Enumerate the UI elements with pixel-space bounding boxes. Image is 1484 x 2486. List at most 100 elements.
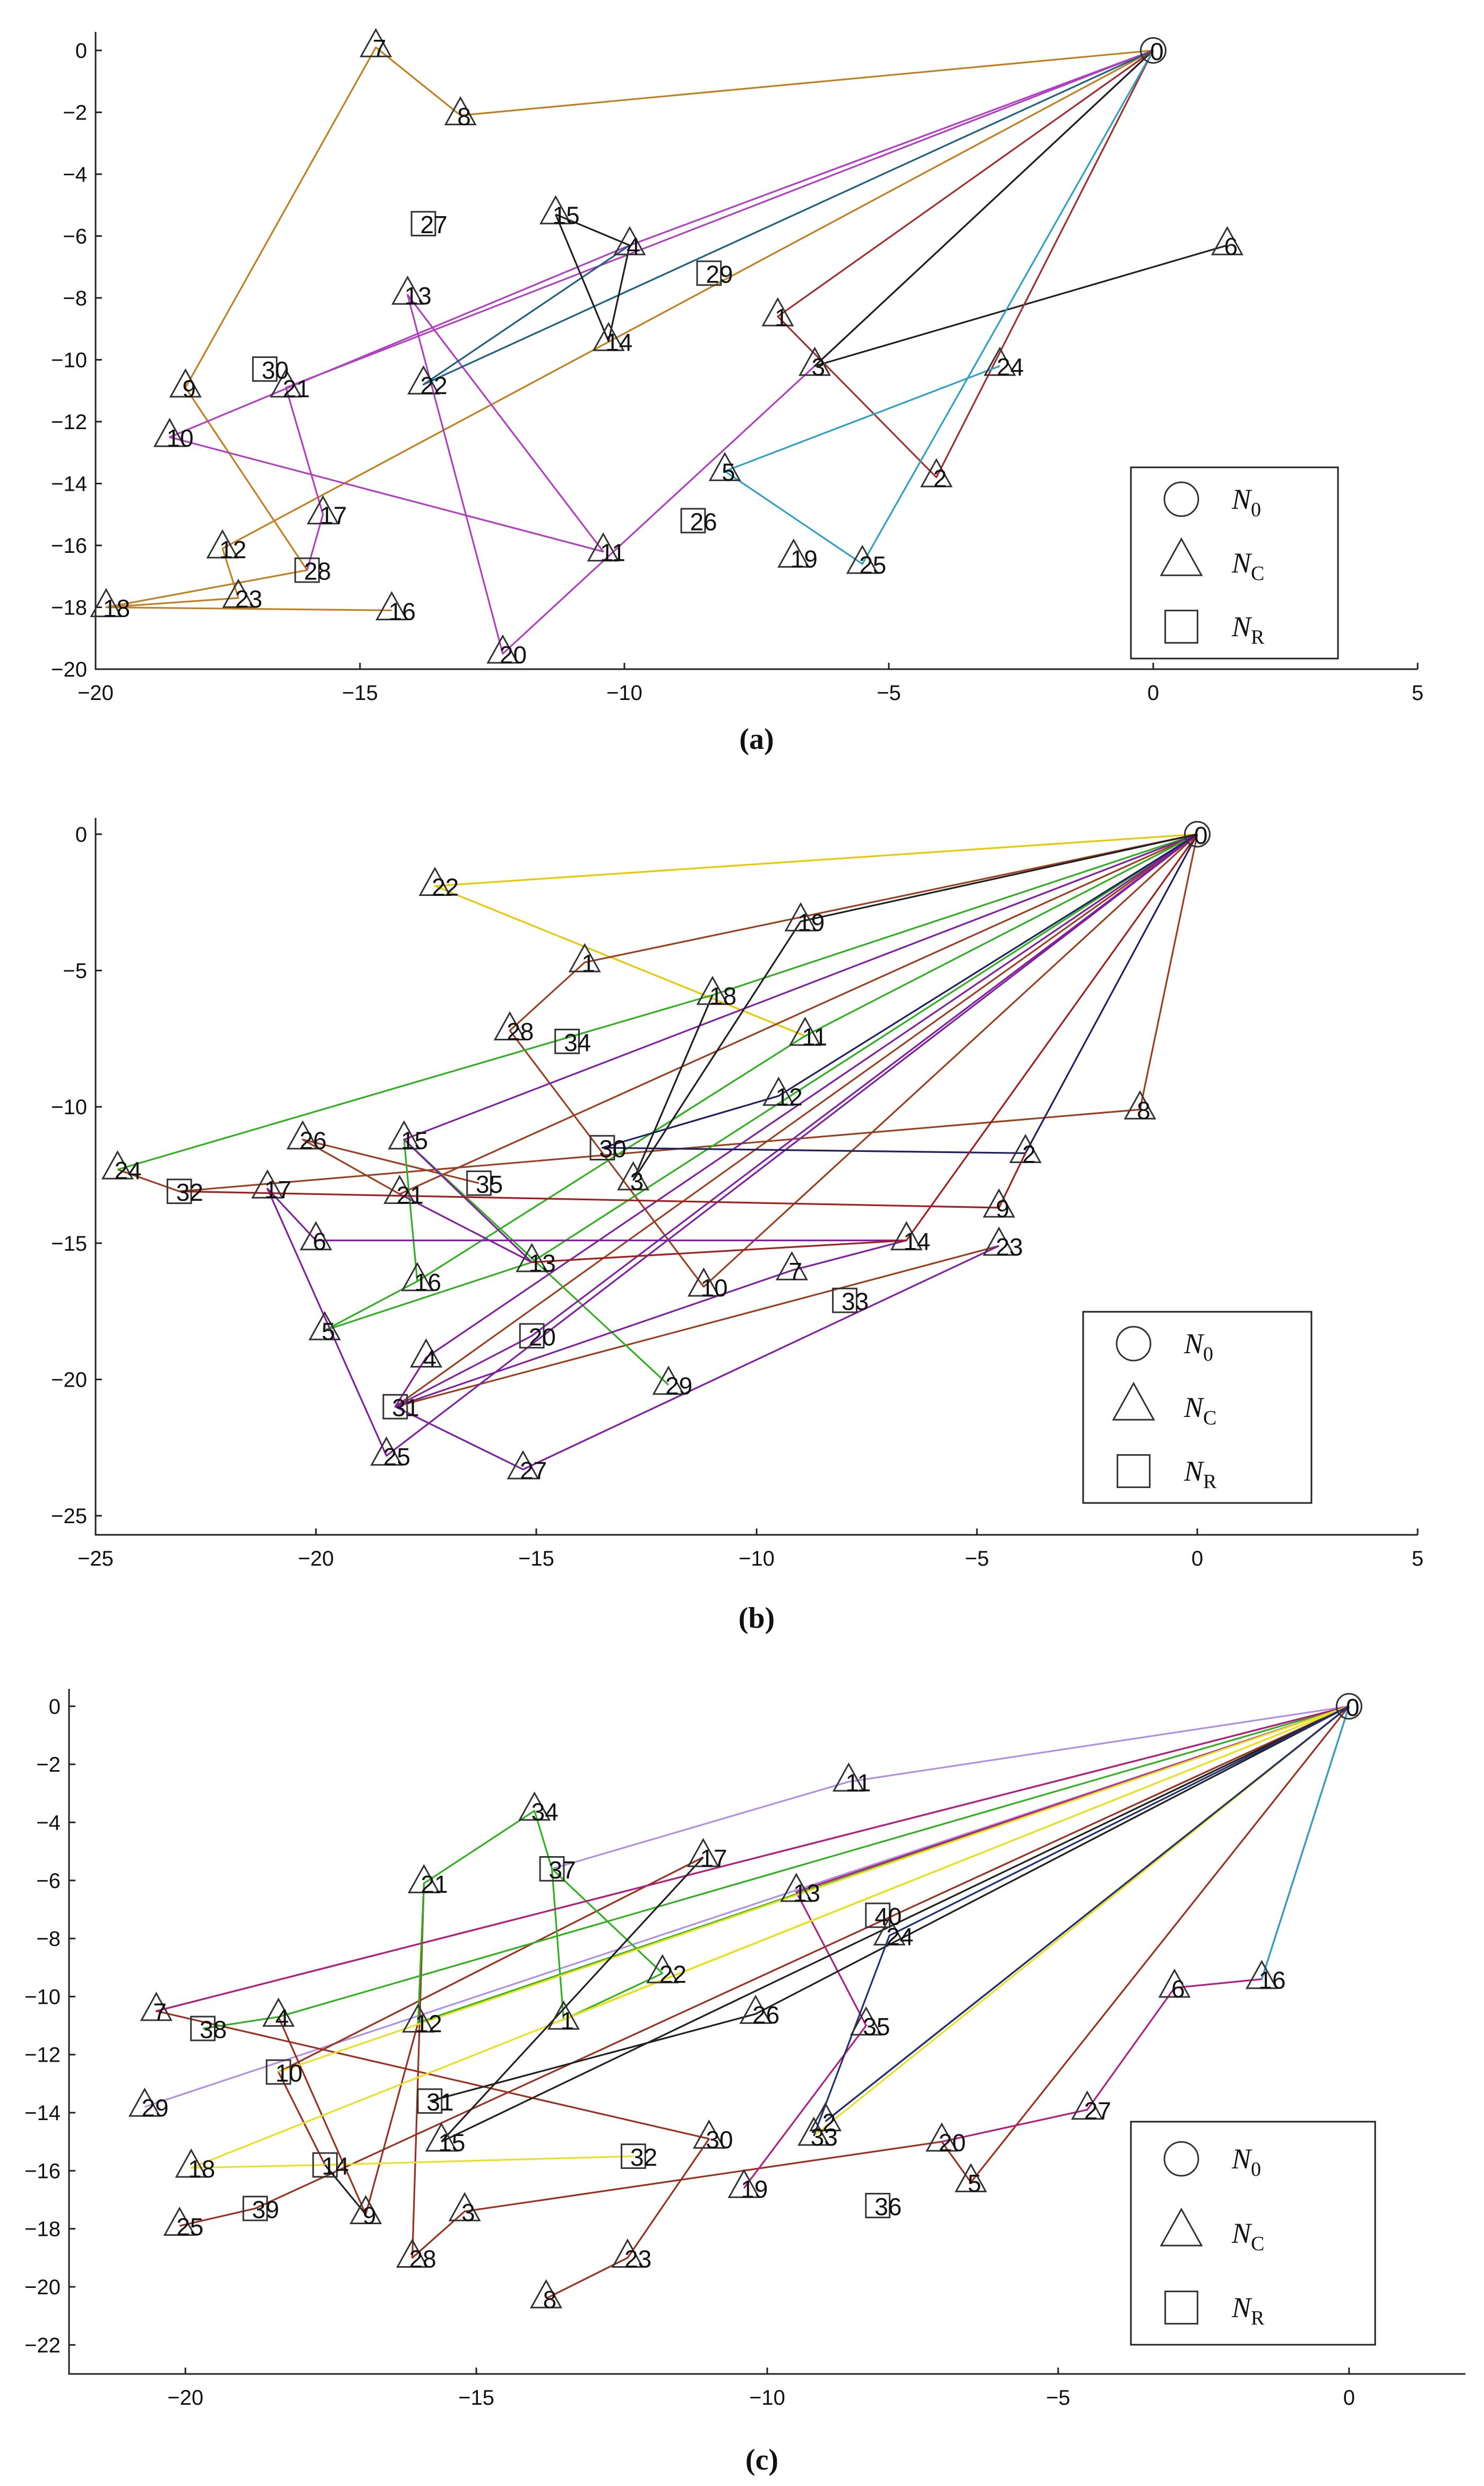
node-marker-triangle	[539, 195, 572, 225]
node-marker-triangle	[613, 226, 646, 255]
x-tick-label: −5	[877, 681, 901, 705]
node-label: 9	[996, 1195, 1010, 1223]
node-marker-triangle	[444, 96, 477, 125]
node-marker-triangle	[396, 2239, 429, 2268]
route-line	[632, 833, 1198, 1181]
route-line	[117, 834, 1198, 1192]
route-line	[179, 1152, 1026, 1209]
node-marker-triangle	[727, 2168, 760, 2198]
node-label: 15	[438, 2129, 465, 2157]
node-marker-square	[382, 1394, 408, 1420]
node-label: 21	[283, 375, 310, 403]
route-line	[441, 1705, 1350, 2143]
node-label: 3	[461, 2199, 475, 2226]
y-tick-label: −25	[51, 1505, 87, 1528]
x-tick-label: −15	[458, 2386, 494, 2410]
y-tick-label: −2	[36, 1753, 61, 1776]
panel-caption: (b)	[739, 1602, 775, 1635]
node-marker-triangle	[169, 368, 202, 398]
node-label: 20	[939, 2129, 966, 2157]
node-marker-triangle	[850, 2006, 882, 2036]
node-label: 3	[812, 353, 826, 381]
node-marker-triangle	[925, 2122, 958, 2152]
route-line	[179, 1705, 1350, 2227]
node-label: 38	[200, 2016, 227, 2044]
node-marker-triangle	[306, 495, 339, 525]
legend-label: NR	[1231, 611, 1265, 648]
node-label: 5	[722, 458, 735, 486]
x-tick-label: 0	[1191, 1547, 1203, 1570]
node-marker-square	[242, 2195, 268, 2222]
node-marker-triangle	[687, 1267, 720, 1297]
node-label: 5	[968, 2169, 982, 2197]
node-marker-triangle	[409, 1338, 443, 1368]
y-tick-label: −18	[24, 2218, 61, 2241]
y-tick-label: −10	[51, 1096, 87, 1119]
node-label: 14	[322, 2152, 349, 2180]
node-label: 34	[531, 1798, 559, 1826]
x-tick-label: −20	[167, 2386, 203, 2410]
node-marker-triangle	[775, 1251, 808, 1280]
route-line	[941, 1706, 1350, 2143]
route-line	[156, 1705, 1350, 2012]
node-marker-triangle	[547, 2000, 580, 2030]
node-marker-triangle	[518, 1791, 551, 1821]
node-label: 14	[605, 329, 632, 356]
route-line	[531, 833, 1198, 1263]
node-marker-triangle	[587, 532, 620, 562]
node-marker-triangle	[391, 275, 424, 305]
x-tick-label: −10	[606, 681, 642, 705]
node-label: 20	[500, 641, 527, 669]
node-label: 29	[665, 1372, 692, 1400]
node-marker-square	[466, 1170, 492, 1196]
panel-c: −20 −15 −10 −5 0 0 −2 −4 −6 −8 −10 −12 −14 −16 −18 −20 −…	[24, 1689, 1465, 2476]
y-tick-label: −4	[36, 1811, 61, 1834]
node-label: 18	[103, 594, 130, 622]
x-tick-label: −5	[1046, 2386, 1070, 2410]
node-label: 20	[529, 1323, 556, 1351]
y-tick-label: −12	[51, 411, 87, 434]
node-marker-triangle	[493, 1011, 526, 1041]
node-label: 14	[903, 1228, 930, 1255]
route-line	[394, 833, 1198, 1407]
node-marker-triangle	[696, 976, 729, 1005]
route-line	[552, 1705, 1350, 1870]
node-label: 39	[252, 2195, 279, 2223]
node-marker-triangle	[101, 1150, 134, 1180]
node-label: 8	[1137, 1097, 1151, 1124]
node-marker-square	[294, 557, 320, 583]
node-marker-triangle	[832, 1762, 865, 1792]
node-label: 35	[863, 2013, 890, 2040]
node-marker-triangle	[128, 2087, 161, 2117]
node-label: 26	[752, 2001, 779, 2029]
node-label: 19	[797, 909, 825, 936]
legend-marker-circle	[1163, 481, 1199, 517]
y-tick-label: −16	[24, 2159, 61, 2183]
node-marker-triangle	[90, 588, 123, 618]
node-label: 18	[188, 2155, 215, 2183]
panel-b: −25 −20 −15 −10 −5 0 50−5−10−15−20−25012345678…	[51, 818, 1423, 1635]
node-label: 25	[176, 2213, 203, 2241]
node-label: 27	[1084, 2097, 1111, 2125]
node-label: 22	[432, 873, 459, 901]
node-marker-triangle	[163, 2206, 196, 2236]
legend-marker-triangle	[1160, 2207, 1203, 2246]
node-marker-triangle	[1071, 2090, 1104, 2120]
node-label: 33	[811, 2123, 838, 2151]
node-marker-square	[190, 2015, 216, 2041]
node-marker-triangle	[617, 1161, 650, 1191]
node-label: 16	[1258, 1967, 1285, 1994]
node-marker-triangle	[920, 458, 953, 488]
node-marker-triangle	[153, 417, 186, 447]
node-marker-square	[680, 508, 706, 534]
node-marker-triangle	[308, 1311, 341, 1340]
y-tick-label: −16	[51, 534, 87, 558]
node-marker-square	[417, 2088, 443, 2114]
node-marker-triangle	[222, 578, 255, 608]
node-label: 2	[933, 465, 947, 492]
legend-marker-circle	[1163, 2141, 1199, 2177]
node-label: 10	[166, 424, 193, 452]
legend-box	[1130, 2121, 1376, 2346]
node-marker-triangle	[761, 297, 794, 327]
